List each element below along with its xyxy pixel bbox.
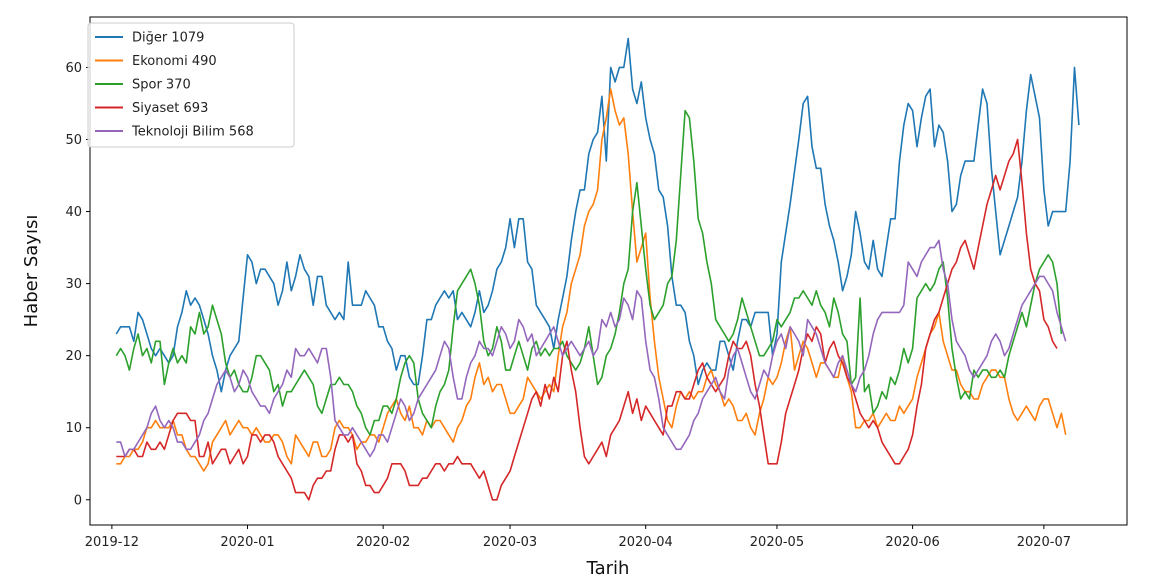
series-line-0: [115, 37, 1080, 393]
y-tick-label: 40: [65, 205, 82, 220]
x-tick-label: 2020-04: [619, 535, 673, 550]
x-axis-label: Tarih: [586, 558, 630, 579]
series-line-1: [116, 88, 1067, 472]
legend: Diğer 1079 Ekonomi 490 Spor 370 Siyaset 693…: [87, 22, 295, 148]
y-axis-ticks: 0 10 20 30 40 50 60: [65, 61, 90, 508]
x-tick-label: 2019-12: [85, 535, 139, 550]
legend-label: Teknoloji Bilim 568: [131, 125, 254, 140]
series-line-4: [116, 239, 1067, 458]
y-tick-label: 60: [65, 61, 82, 76]
series-line-2: [115, 109, 1063, 436]
legend-label: Diğer 1079: [132, 31, 204, 46]
x-axis-ticks: 2019-12 2020-01 2020-02 2020-03 2020-04 2020-…: [85, 525, 1071, 550]
series-lines: [115, 37, 1080, 501]
y-tick-label: 30: [65, 277, 82, 292]
y-axis-label: Haber Sayısı: [21, 215, 42, 328]
y-tick-label: 50: [65, 133, 82, 148]
x-tick-label: 2020-05: [750, 535, 804, 550]
legend-box: [87, 22, 295, 148]
x-tick-label: 2020-07: [1017, 535, 1071, 550]
x-tick-label: 2020-02: [356, 535, 410, 550]
series-line-3: [116, 138, 1058, 501]
y-tick-label: 10: [65, 421, 82, 436]
legend-label: Ekonomi 490: [132, 54, 217, 69]
legend-label: Siyaset 693: [132, 101, 208, 116]
x-tick-label: 2020-03: [483, 535, 537, 550]
plot-area-frame: [89, 16, 1128, 526]
legend-label: Spor 370: [132, 78, 191, 93]
x-tick-label: 2020-06: [885, 535, 939, 550]
x-tick-label: 2020-01: [220, 535, 274, 550]
y-tick-label: 0: [74, 493, 82, 508]
y-tick-label: 20: [65, 349, 82, 364]
